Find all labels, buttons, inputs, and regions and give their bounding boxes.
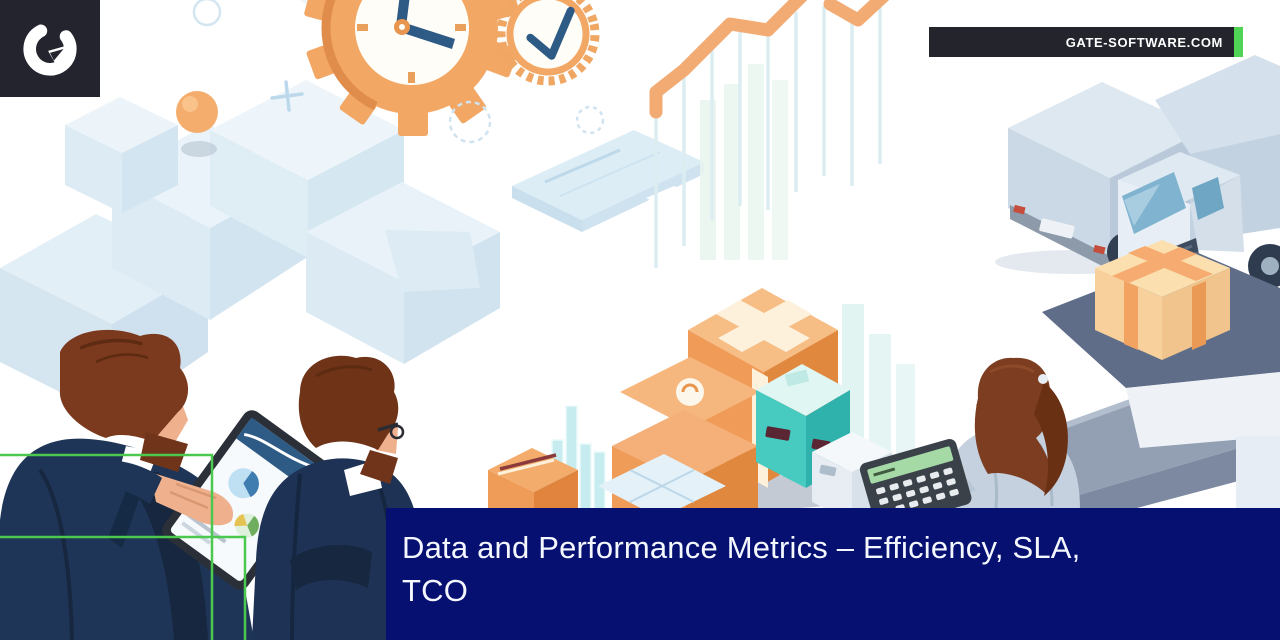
site-badge: GATE-SOFTWARE.COM (929, 27, 1243, 57)
plus-mark-icon (270, 80, 304, 112)
pale-warehouse-boxes (0, 0, 520, 418)
site-badge-label: GATE-SOFTWARE.COM (1065, 34, 1223, 50)
worker-with-calculator (859, 357, 1080, 529)
orange-ball (176, 91, 218, 157)
gear-clock-icon (304, 0, 520, 136)
wrapped-parcel (1095, 240, 1230, 360)
logo-g-icon (23, 21, 77, 76)
green-frame-outlines (0, 453, 247, 640)
stopwatch-check-icon (496, 0, 600, 86)
logo (0, 0, 100, 97)
title-banner: Data and Performance Metrics – Efficienc… (386, 508, 1280, 640)
site-badge-bar: GATE-SOFTWARE.COM (929, 27, 1234, 57)
site-badge-accent (1234, 27, 1243, 57)
page-title-line-2: TCO (402, 573, 469, 608)
page-title-line-1: Data and Performance Metrics – Efficienc… (402, 530, 1081, 565)
measuring-plank (512, 130, 704, 232)
growth-trend-line (649, 0, 890, 268)
calculator-icon (859, 438, 972, 529)
manager-with-glasses (252, 355, 424, 640)
